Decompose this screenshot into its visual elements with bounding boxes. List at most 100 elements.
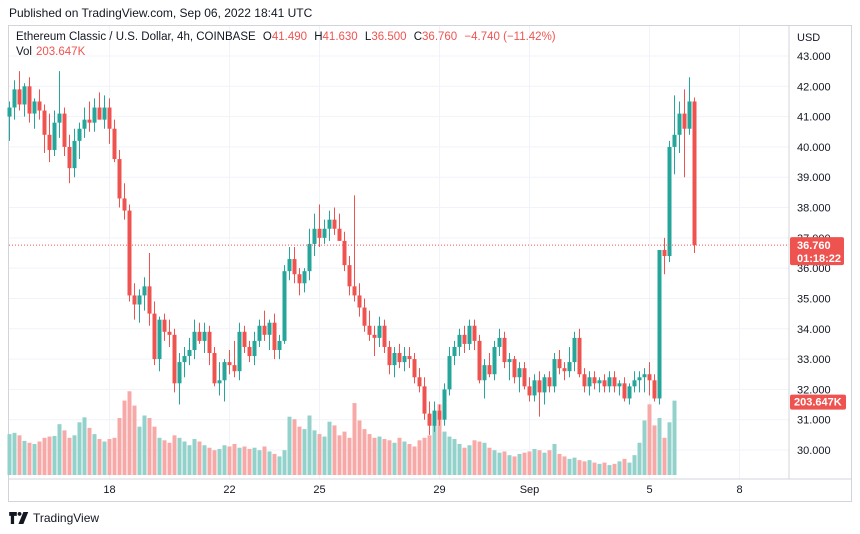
volume-bar (442, 431, 447, 475)
candle-body (547, 377, 552, 387)
volume-bar (52, 435, 57, 475)
volume-bar (612, 463, 617, 475)
volume-bar (342, 431, 347, 475)
candle-body (237, 331, 242, 372)
x-tick-label: 29 (433, 484, 445, 496)
candle-body (22, 86, 27, 105)
candle-body (597, 380, 602, 384)
candle-body (592, 377, 597, 384)
volume-bar (192, 439, 197, 475)
volume-bar (202, 445, 207, 475)
candle-body (492, 346, 497, 375)
candle-body (312, 228, 317, 244)
volume-bar (272, 453, 277, 475)
volume-tag-value: 203.647K (794, 397, 842, 409)
volume-bar (657, 417, 662, 475)
volume-bar (237, 447, 242, 475)
volume-bar (287, 416, 292, 475)
candle-body (612, 377, 617, 387)
volume-bar (397, 437, 402, 475)
volume-bar (372, 437, 377, 475)
volume-bar (587, 460, 592, 475)
candle-body (152, 313, 157, 360)
x-tick-label: 18 (103, 484, 115, 496)
candle-body (162, 319, 167, 332)
volume-bar (617, 461, 622, 475)
low-label: L (364, 31, 372, 43)
y-tick-label: 42.000 (797, 81, 831, 93)
volume-bar (547, 450, 552, 475)
volume-bar (217, 448, 222, 475)
y-tick-label: 32.000 (797, 384, 831, 396)
candle-body (327, 219, 332, 229)
volume-bar (232, 444, 237, 475)
volume-bar (122, 400, 127, 475)
volume-bar (482, 442, 487, 475)
volume-bar (297, 426, 302, 475)
volume-bar (142, 415, 147, 475)
y-tick-label: 43.000 (797, 51, 831, 63)
volume-bar (7, 434, 12, 475)
volume-bar (17, 435, 22, 475)
volume-bar (472, 440, 477, 475)
candle-body (637, 377, 642, 381)
volume-bar (37, 441, 42, 475)
volume-bar (522, 452, 527, 475)
candle-body (682, 113, 687, 129)
volume-bar (562, 456, 567, 475)
volume-label: Vol (16, 46, 32, 58)
candle-body (32, 101, 37, 114)
symbol-legend: Ethereum Classic / U.S. Dollar, 4h, COIN… (16, 31, 556, 43)
candle-body (117, 159, 122, 199)
candle-body (247, 346, 252, 357)
volume-bar (57, 424, 62, 475)
candle-body (207, 331, 212, 354)
volume-bar (392, 442, 397, 475)
candle-body (402, 356, 407, 363)
candle-body (512, 359, 517, 378)
volume-bar (652, 425, 657, 475)
candle-body (17, 89, 22, 105)
candle-body (147, 286, 152, 314)
candle-body (417, 377, 422, 387)
volume-bar (112, 437, 117, 475)
candle-body (517, 368, 522, 378)
volume-bar (247, 448, 252, 475)
volume-bar (107, 439, 112, 475)
volume-bar (507, 455, 512, 475)
candle-body (317, 228, 322, 238)
candle-body (657, 249, 662, 399)
volume-bar (332, 425, 337, 475)
volume-bar (307, 415, 312, 475)
candle-body (87, 119, 92, 123)
volume-bar (362, 429, 367, 475)
volume-bar (607, 465, 612, 475)
volume-bars (7, 391, 677, 475)
candle-body (627, 386, 632, 399)
volume-bar (577, 460, 582, 475)
candle-body (422, 386, 427, 414)
volume-bar (337, 435, 342, 475)
y-tick-label: 39.000 (797, 172, 831, 184)
candle-body (42, 110, 47, 135)
candle-body (572, 337, 577, 363)
currency-label: USD (797, 32, 821, 44)
volume-bar (242, 446, 247, 475)
volume-bar (282, 450, 287, 475)
volume-bar (352, 403, 357, 475)
volume-bar (667, 422, 672, 475)
candle-body (212, 353, 217, 384)
volume-bar (312, 430, 317, 475)
candle-body (137, 295, 142, 305)
candle-body (97, 107, 102, 120)
chart-frame[interactable] (8, 25, 852, 502)
volume-bar (277, 456, 282, 475)
footer: TradingView (9, 511, 99, 525)
volume-bar (72, 435, 77, 475)
volume-bar (487, 447, 492, 475)
volume-bar (427, 435, 432, 475)
candle-body (482, 365, 487, 381)
candle-body (567, 362, 572, 372)
candle-body (257, 325, 262, 341)
